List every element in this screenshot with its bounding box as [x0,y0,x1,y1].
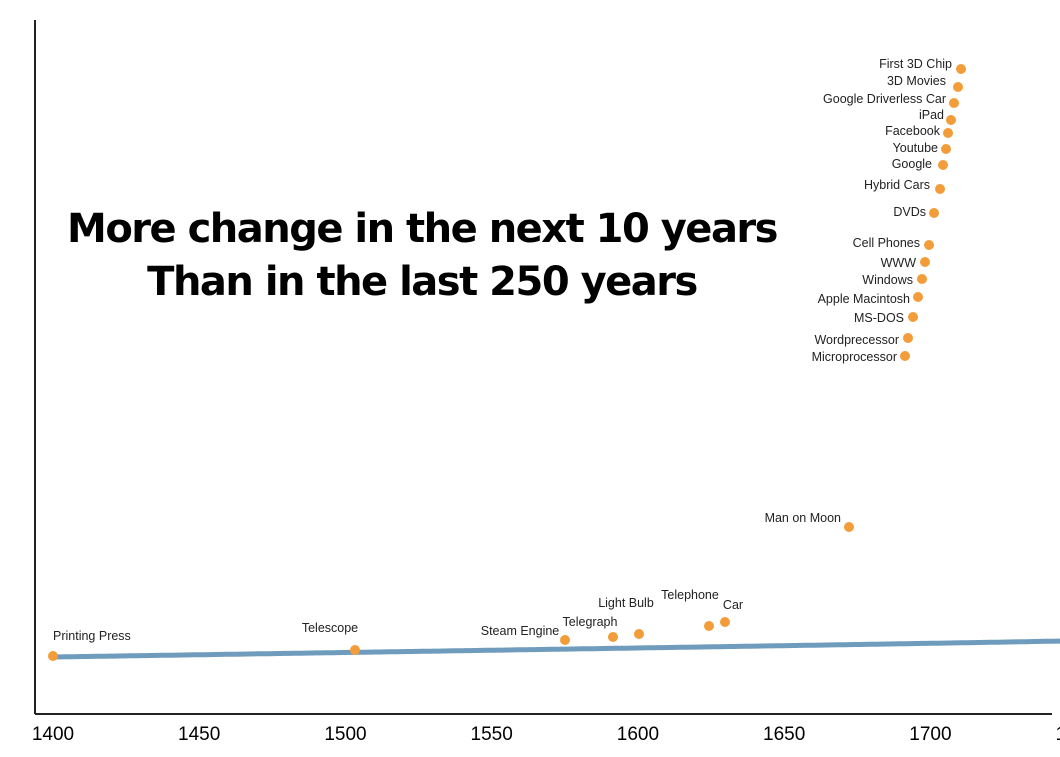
event-marker [908,312,918,322]
growth-curve [50,638,1060,660]
event-marker [941,144,951,154]
event-label: MS-DOS [854,311,904,325]
event-label: Telegraph [563,615,618,629]
x-tick-label: 1700 [909,724,951,745]
x-tick-label: 1650 [763,724,805,745]
x-tick-labels: 1400145015001550160016501700175018001850… [32,724,1060,745]
event-marker [920,257,930,267]
event-label: Youtube [893,141,938,155]
event-marker [903,333,913,343]
event-label: 3D Movies [887,74,946,88]
event-label: Microprocessor [812,350,897,364]
event-label: WWW [881,256,917,270]
event-marker [608,632,618,642]
event-marker [917,274,927,284]
event-marker [935,184,945,194]
event-label: Cell Phones [853,236,920,250]
event-marker [913,292,923,302]
event-marker [924,240,934,250]
event-marker [48,651,58,661]
event-marker [949,98,959,108]
event-marker [350,645,360,655]
event-marker [929,208,939,218]
event-marker [560,635,570,645]
title-line-1: More change in the next 10 years [67,206,777,252]
event-label: Steam Engine [481,624,560,638]
event-label: Car [723,598,743,612]
event-label: Wordprecessor [814,333,899,347]
x-tick-label: 1550 [471,724,513,745]
event-label: First 3D Chip [879,57,952,71]
event-label: Telephone [661,588,719,602]
event-label: DVDs [893,205,926,219]
event-label: Google [892,157,932,171]
event-marker [938,160,948,170]
event-label: Apple Macintosh [818,292,910,306]
event-marker [943,128,953,138]
event-marker [634,629,644,639]
event-label: Windows [862,273,913,287]
title-line-2: Than in the last 250 years [147,259,697,305]
event-label: Facebook [885,124,941,138]
event-label: Light Bulb [598,596,654,610]
event-label: Hybrid Cars [864,178,930,192]
x-tick-label: 1500 [324,724,366,745]
event-label: Printing Press [53,629,131,643]
x-tick-label: 1400 [32,724,74,745]
x-tick-label: 1600 [617,724,659,745]
event-marker [720,617,730,627]
event-marker [953,82,963,92]
event-marker [946,115,956,125]
event-marker [704,621,714,631]
event-label: Google Driverless Car [823,92,946,106]
event-label: Telescope [302,621,358,635]
event-marker [900,351,910,361]
event-labels: Printing Press Telescope Steam EngineTeleg… [53,57,952,643]
event-marker [956,64,966,74]
event-label: iPad [919,108,944,122]
x-tick-label: 1750 [1055,724,1060,745]
event-markers [48,64,966,661]
event-label: Man on Moon [765,511,841,525]
event-marker [844,522,854,532]
x-tick-label: 1450 [178,724,220,745]
